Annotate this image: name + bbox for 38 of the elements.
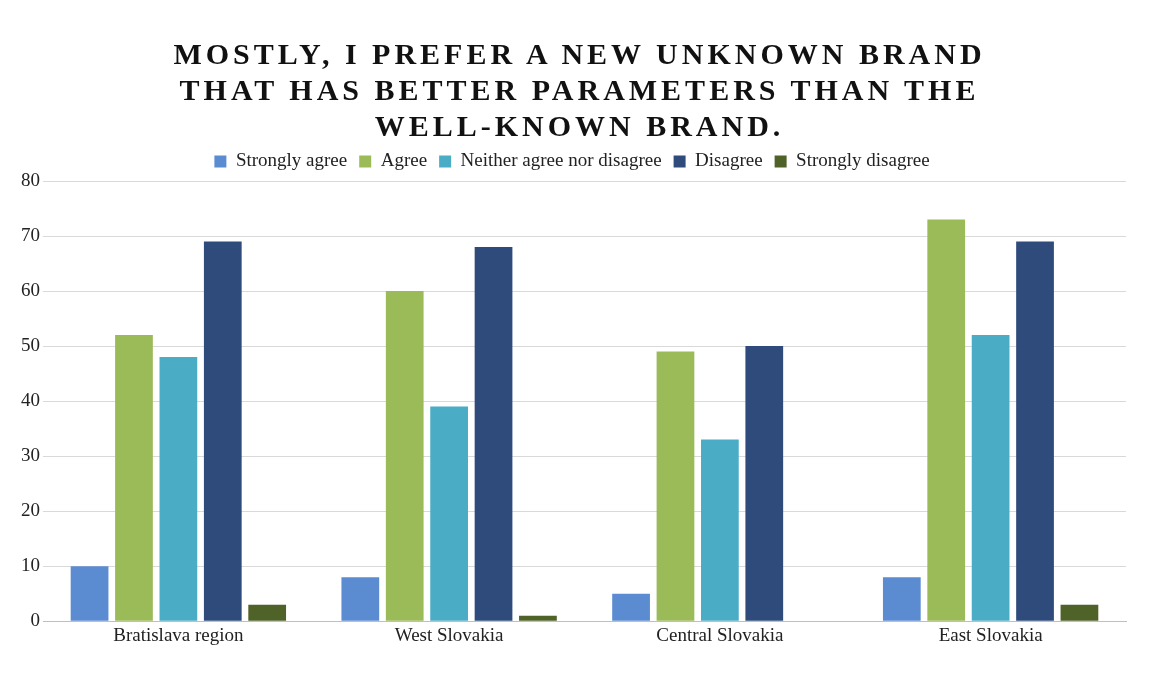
y-tick-label: 40 xyxy=(21,389,40,411)
bar xyxy=(430,406,468,621)
x-tick-label: East Slovakia xyxy=(938,623,1044,645)
y-tick-label: 70 xyxy=(21,224,40,246)
y-tick-label: 80 xyxy=(21,168,40,190)
bar xyxy=(385,291,424,621)
bar xyxy=(203,241,242,621)
bar xyxy=(1016,241,1054,621)
bar xyxy=(159,357,198,621)
y-tick-label: 60 xyxy=(21,279,40,301)
bar xyxy=(745,346,784,621)
legend-label: Strongly disagree xyxy=(796,149,930,171)
y-tick-label: 30 xyxy=(21,444,40,466)
bar xyxy=(612,593,650,621)
legend-label: Neither agree nor disagree xyxy=(460,149,662,171)
bar xyxy=(927,219,966,621)
y-tick-label: 20 xyxy=(21,499,40,521)
bar xyxy=(115,335,153,621)
x-tick-label: Bratislava region xyxy=(113,623,245,645)
legend-label: Strongly agree xyxy=(235,149,348,171)
bar xyxy=(1060,604,1099,621)
bar xyxy=(656,351,695,621)
bar xyxy=(341,577,380,621)
bar xyxy=(971,335,1010,621)
y-tick-label: 0 xyxy=(30,609,40,631)
chart-title: MOSTLY, I PREFER A NEW UNKNOWN BRAND THAT HAS BETTER PARAMETERS THAN THE WELL-KNOWN BRAND. xyxy=(172,36,987,142)
y-tick-label: 50 xyxy=(21,334,40,356)
x-tick-label: West Slovakia xyxy=(394,623,505,645)
bar xyxy=(882,577,921,621)
bar xyxy=(474,247,513,621)
y-tick-label: 10 xyxy=(21,554,40,576)
bar xyxy=(248,604,287,621)
bar xyxy=(701,439,739,621)
bar xyxy=(70,566,109,621)
bar xyxy=(519,615,557,621)
legend-label: Disagree xyxy=(695,149,763,171)
x-tick-label: Central Slovakia xyxy=(656,623,785,645)
legend-label: Agree xyxy=(380,149,428,171)
